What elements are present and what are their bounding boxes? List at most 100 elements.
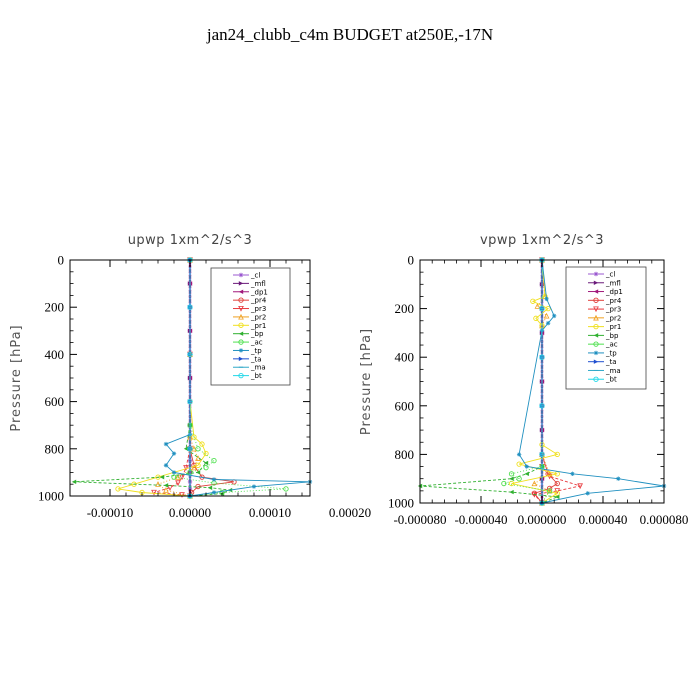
data-point — [533, 315, 539, 321]
legend-label: _pr3 — [250, 305, 266, 313]
panel-title: upwp 1xm^2/s^3 — [128, 233, 253, 248]
vpwp-panel: vpwp 1xm^2/s^3 Pressure [hPa] 0 200 400 600 80… — [359, 233, 688, 527]
x-tick-label: 0.000000 — [518, 512, 567, 527]
data-point — [191, 434, 197, 440]
data-point — [207, 485, 213, 490]
legend-item-ac: _ac — [233, 339, 263, 347]
legend-label: _bp — [605, 332, 619, 340]
y-axis-label: Pressure [hPa] — [359, 328, 374, 435]
legend-item-mfl: _mfl — [588, 279, 621, 287]
legend-item-cl: _cl — [588, 271, 615, 279]
data-point — [516, 476, 522, 482]
data-point — [534, 303, 541, 309]
data-point — [183, 465, 189, 471]
series-line — [419, 260, 558, 504]
legend-label: _mfl — [250, 280, 266, 288]
legend-marker — [238, 272, 244, 278]
series-line — [518, 259, 665, 504]
legend-marker — [238, 322, 244, 328]
legend-label: _pr2 — [250, 313, 266, 321]
data-point — [546, 470, 553, 477]
legend-item-pr1: _pr1 — [588, 323, 621, 331]
data-point — [195, 470, 201, 475]
data-point — [544, 296, 549, 302]
legend-label: _ma — [250, 364, 266, 372]
data-point — [211, 490, 217, 495]
legend-label: _ac — [605, 341, 618, 349]
data-point — [187, 446, 193, 452]
data-point — [171, 451, 177, 456]
upwp-panel: upwp 1xm^2/s^3 Pressure [hPa] 0 200 400 600 80… — [9, 233, 371, 520]
data-point — [183, 446, 189, 451]
legend-item-dp1: _dp1 — [233, 288, 268, 296]
data-point — [211, 477, 217, 482]
data-point — [524, 471, 529, 477]
y-tick-label: 0 — [408, 253, 415, 268]
legend-marker — [238, 356, 244, 362]
data-point — [554, 490, 560, 496]
legend-item-ma: _ma — [233, 364, 266, 372]
legend-marker — [238, 372, 244, 379]
data-point — [508, 471, 515, 477]
legend-label: _bt — [250, 372, 262, 380]
legend-label: _bt — [605, 376, 617, 384]
series-line — [117, 260, 207, 497]
data-point — [554, 488, 561, 494]
data-point — [555, 494, 560, 500]
legend-item-pr4: _pr4 — [588, 297, 622, 305]
data-point — [175, 474, 181, 480]
data-point — [524, 464, 529, 469]
data-point — [539, 354, 545, 360]
data-point — [554, 480, 560, 487]
legend-marker — [593, 359, 599, 364]
data-point — [191, 464, 197, 471]
data-point — [115, 486, 121, 492]
data-point — [171, 474, 177, 480]
data-point — [516, 461, 522, 467]
legend-item-pr3: _pr3 — [588, 306, 621, 314]
legend-item-mfl: _mfl — [233, 280, 266, 288]
legend-item-bt: _bt — [588, 376, 617, 384]
legend-item-bp: _bp — [233, 330, 264, 338]
y-tick-label: 400 — [45, 347, 65, 362]
data-point — [577, 483, 583, 490]
data-point — [199, 441, 205, 447]
legend-marker — [593, 323, 599, 330]
legend-label: _tp — [605, 349, 617, 357]
y-tick-label: 400 — [395, 350, 415, 365]
data-point — [163, 463, 169, 468]
legend-marker — [593, 350, 599, 356]
data-point — [195, 462, 201, 468]
data-point — [530, 298, 536, 304]
data-point — [203, 460, 209, 466]
data-point — [509, 476, 514, 481]
data-point — [151, 489, 157, 496]
legend-label: _dp1 — [605, 288, 623, 296]
x-tick-label: 0.000040 — [579, 512, 628, 527]
legend-label: _pr3 — [605, 306, 621, 314]
data-point — [163, 483, 169, 488]
legend-item-pr2: _pr2 — [588, 314, 621, 322]
y-tick-label: 600 — [45, 394, 65, 409]
legend-label: _pr1 — [605, 323, 621, 331]
data-point — [159, 474, 165, 480]
legend-marker — [238, 281, 244, 286]
legend-marker — [238, 297, 244, 303]
data-point — [509, 489, 514, 495]
legend-label: _bp — [250, 330, 264, 338]
data-point — [545, 320, 551, 326]
x-tick-label: -0.00010 — [87, 505, 134, 520]
data-point — [545, 305, 551, 312]
legend-marker — [238, 331, 244, 336]
data-point — [163, 487, 169, 493]
data-point — [501, 480, 507, 487]
data-point — [508, 480, 515, 487]
legend-label: _dp1 — [250, 288, 268, 296]
legend-item-pr4: _pr4 — [233, 297, 267, 305]
data-point — [554, 451, 560, 458]
data-point — [251, 484, 257, 489]
y-tick-label: 1000 — [38, 489, 64, 504]
data-point — [516, 452, 522, 457]
series-bt — [539, 257, 545, 506]
legend-label: _pr2 — [605, 314, 621, 322]
